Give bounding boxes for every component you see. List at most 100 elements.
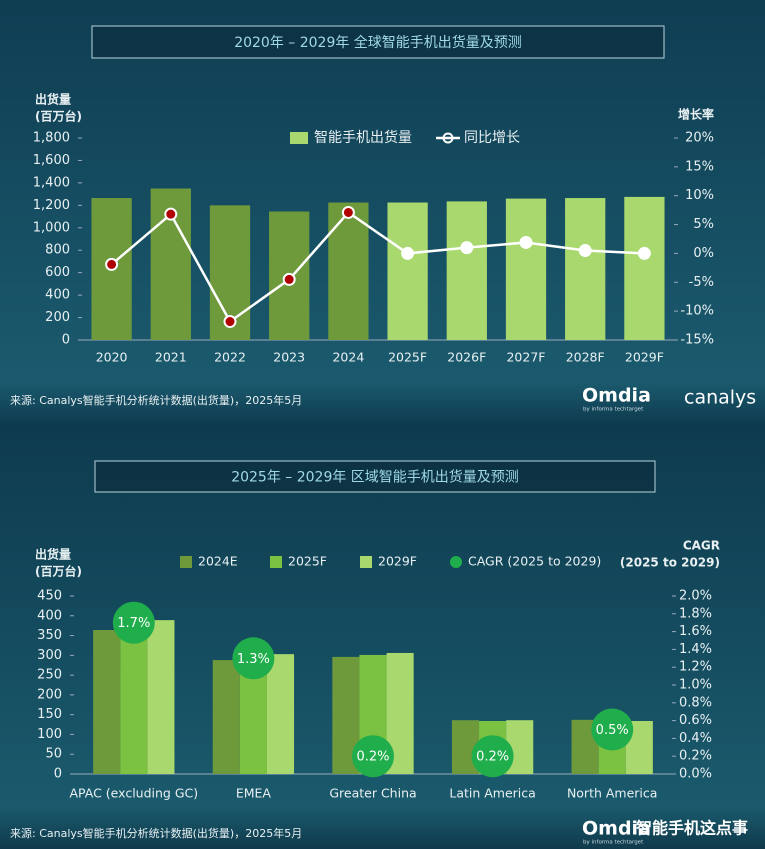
y2-axis-label: (2025 to 2029) — [620, 556, 720, 570]
logo-sub: by informa techtarget — [583, 840, 644, 846]
cagr-bubble — [591, 708, 634, 751]
y2-tick-label: 0.0% — [679, 767, 712, 782]
line-marker — [105, 257, 119, 271]
y2-axis-label: CAGR — [683, 539, 720, 553]
y2-tick-label: 0.6% — [679, 713, 712, 728]
y-axis-label: 出货量 — [35, 547, 71, 562]
y-tick-label: 300 — [37, 648, 62, 663]
y-tick-label: 100 — [37, 727, 62, 742]
y2-tick-label: 0% — [693, 246, 714, 261]
legend-swatch — [270, 556, 282, 568]
legend-marker — [442, 132, 454, 144]
y2-tick-label: 1.6% — [679, 624, 712, 639]
bar — [624, 196, 665, 340]
y2-axis-label: 增长率 — [678, 107, 714, 122]
logo: canalys — [684, 387, 756, 409]
y2-tick-label: -5% — [689, 275, 714, 290]
y-axis-label: (百万台) — [35, 564, 82, 579]
cagr-bubble — [352, 735, 394, 778]
y-tick-label: 800 — [45, 243, 70, 258]
y2-tick-label: 0.4% — [679, 731, 712, 746]
y-tick-label: 1,200 — [33, 198, 70, 213]
x-tick-label: 2029F — [625, 350, 664, 365]
y-tick-label: 200 — [45, 310, 70, 325]
y-tick-label: 400 — [45, 288, 70, 303]
line — [110, 210, 645, 324]
y2-tick-label: 10% — [685, 188, 714, 203]
line-marker — [223, 315, 237, 329]
legend-swatch — [180, 556, 192, 568]
x-tick-label: Greater China — [329, 786, 416, 801]
legend-marker — [450, 556, 462, 568]
line-marker — [460, 241, 474, 255]
line-marker — [637, 246, 651, 260]
data-label: 0.2% — [476, 750, 509, 765]
y-tick-label: 1,600 — [33, 153, 70, 168]
bar — [147, 620, 175, 774]
chart-title: 2020年 – 2029年 全球智能手机出货量及预测 — [234, 34, 522, 51]
legend-swatch — [290, 132, 308, 144]
chart-title: 2025年 – 2029年 区域智能手机出货量及预测 — [231, 469, 519, 486]
y-tick-label: 50 — [45, 747, 62, 762]
legend-label: 2024E — [198, 554, 238, 569]
bar — [387, 202, 428, 340]
data-label: 0.5% — [596, 723, 629, 738]
legend-label: 同比增长 — [464, 130, 520, 146]
source-note: 来源: Canalys智能手机分析统计数据(出货量)，2025年5月 — [10, 826, 302, 840]
data-label: 0.2% — [356, 750, 389, 765]
y2-tick-label: -10% — [680, 304, 714, 319]
x-tick-label: 2027F — [506, 350, 545, 365]
x-tick-label: EMEA — [236, 786, 272, 801]
x-tick-label: 2022 — [214, 350, 246, 365]
line-marker — [519, 235, 533, 249]
bar — [565, 198, 606, 340]
line-marker — [401, 246, 415, 260]
x-tick-label: 2023 — [273, 350, 305, 365]
y2-tick-label: 15% — [685, 159, 714, 174]
y-tick-label: 600 — [45, 265, 70, 280]
y-tick-label: 200 — [37, 687, 62, 702]
x-tick-label: APAC (excluding GC) — [69, 786, 198, 801]
y2-tick-label: 1.0% — [679, 678, 712, 693]
y2-tick-label: 0.8% — [679, 695, 712, 710]
x-tick-label: Latin America — [449, 786, 535, 801]
y-tick-label: 400 — [37, 608, 62, 623]
x-tick-label: 2021 — [155, 350, 187, 365]
legend-label: 2029F — [378, 554, 417, 569]
y-tick-label: 0 — [54, 767, 62, 782]
legend-label: 2025F — [288, 554, 327, 569]
x-tick-label: North America — [567, 786, 658, 801]
y-tick-label: 450 — [37, 589, 62, 604]
y-tick-label: 0 — [62, 333, 70, 348]
bar — [266, 654, 295, 774]
y2-tick-label: 1.2% — [679, 660, 712, 675]
y2-tick-label: 1.8% — [679, 606, 712, 621]
cagr-bubble — [471, 735, 514, 778]
watermark: 智能手机这点事 — [636, 819, 748, 838]
line-marker — [341, 205, 355, 219]
bar — [212, 660, 240, 774]
bar — [505, 198, 547, 340]
cagr-bubble — [232, 637, 275, 680]
bar — [120, 626, 148, 774]
cagr-bubble — [112, 601, 155, 644]
title-box — [91, 25, 665, 59]
y2-tick-label: 5% — [693, 217, 714, 232]
y2-tick-label: 2.0% — [679, 589, 712, 604]
y2-tick-label: 20% — [685, 131, 714, 146]
y-tick-label: 1,400 — [33, 175, 70, 190]
y-axis-label: 出货量 — [35, 92, 71, 107]
y-tick-label: 350 — [37, 628, 62, 643]
x-tick-label: 2028F — [566, 350, 605, 365]
line-marker — [282, 272, 296, 286]
y-tick-label: 250 — [37, 668, 62, 683]
logo: Omdia — [582, 385, 651, 407]
logo: Omdia — [582, 818, 651, 840]
line-marker — [578, 244, 592, 258]
y-axis-label: (百万台) — [35, 109, 82, 124]
y2-tick-label: 0.2% — [679, 749, 712, 764]
bar — [93, 630, 121, 774]
bar — [446, 201, 487, 340]
x-tick-label: 2025F — [388, 350, 427, 365]
